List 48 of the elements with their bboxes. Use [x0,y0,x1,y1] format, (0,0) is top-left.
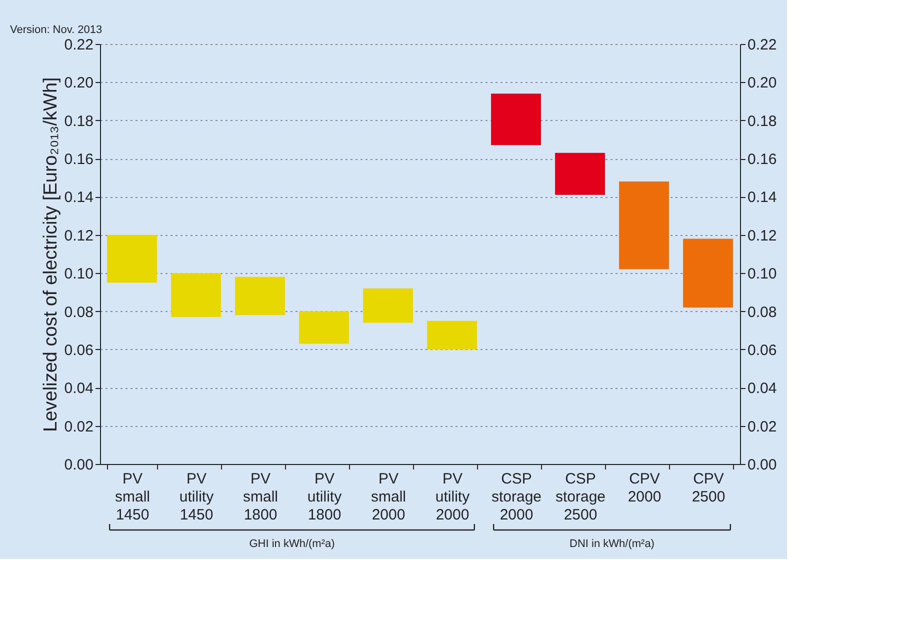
y-tick-label: 0.22 [64,36,94,54]
y-tick-label: 0.20 [64,74,94,92]
y-tick-label: 0.08 [64,304,94,321]
x-tick-label: PV utility 1800 [307,470,342,524]
y-tick-label: 0.06 [64,342,94,359]
bar [427,320,477,350]
y2-tick-label: 0.00 [748,456,777,474]
bar [235,276,285,316]
y2-tick-label: 0.14 [748,189,777,206]
x-tick-label: PV small 1800 [242,470,278,524]
bar [363,288,413,323]
x-tick-label: PV utility 2000 [435,470,470,524]
y-tick-label: 0.04 [64,380,94,398]
y2-tick-label: 0.10 [748,266,777,283]
x-tick-label: PV small 1450 [114,470,150,524]
x-tick-label: PV utility 1450 [179,470,214,524]
y2-tick-label: 0.16 [748,151,777,168]
text: GHI in kWh/(m²a) [249,538,335,550]
bar [619,181,669,270]
bar [107,234,157,283]
y-tick-label: 0.16 [64,151,94,168]
bar [299,311,349,344]
y-axis-title: Levelized cost of electricity [Euro₂₀₁₃/kWh] [40,77,62,432]
y2-tick-label: 0.18 [748,112,777,130]
y-tick-label: 0.02 [64,418,94,436]
y2-tick-label: 0.08 [748,304,777,321]
y2-tick-label: 0.12 [748,227,777,244]
y-tick-label: 0.18 [64,112,94,130]
text: DNI in kWh/(m²a) [570,538,654,550]
y2-tick-label: 0.22 [748,36,777,54]
y-tick-label: 0.14 [64,189,94,206]
x-tick-label: CSP storage 2000 [491,470,542,524]
y-tick-label: 0.10 [64,266,94,283]
bar [491,94,541,146]
y-tick-label: 0.00 [64,456,94,474]
y2-tick-label: 0.20 [748,74,777,92]
x-tick-label: CSP storage 2500 [555,470,606,524]
y-tick-label: 0.12 [64,227,94,244]
y2-tick-label: 0.04 [748,380,777,398]
x-tick-label: CPV 2000 [628,470,662,506]
text: Version: Nov. 2013 [10,24,102,36]
bar [683,238,733,308]
x-tick-label: PV small 2000 [370,470,406,524]
y2-tick-label: 0.02 [748,418,777,436]
x-tick-label: CPV 2500 [692,470,726,506]
bar [555,152,605,195]
bar [171,273,221,317]
y2-tick-label: 0.06 [748,342,777,359]
